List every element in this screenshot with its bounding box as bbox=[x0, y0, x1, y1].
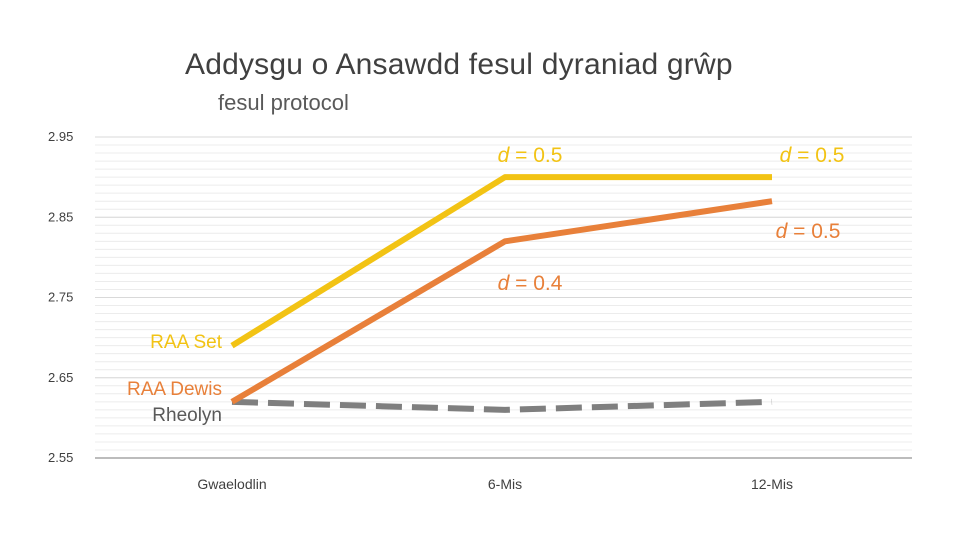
series-label-rheolyn: Rheolyn bbox=[152, 405, 222, 426]
series-lines bbox=[230, 174, 773, 413]
chart-title: Addysgu o Ansawdd fesul dyraniad grŵp bbox=[185, 48, 733, 81]
series-label-raa-dewis: RAA Dewis bbox=[127, 379, 222, 400]
axes: 2.95 2.85 2.75 2.65 2.55 Gwaelodlin 6-Mis 12-Mi… bbox=[48, 129, 912, 492]
y-tick-label: 2.55 bbox=[48, 450, 73, 465]
y-tick-label: 2.65 bbox=[48, 370, 73, 385]
x-tick-label: 6-Mis bbox=[488, 476, 522, 492]
series-line-raa-dewis bbox=[230, 198, 773, 405]
effect-size-annotation: d = 0.4 bbox=[498, 272, 563, 295]
series-line-rheolyn bbox=[231, 398, 773, 413]
effect-size-annotation: d = 0.5 bbox=[776, 220, 841, 243]
effect-size-annotation: d = 0.5 bbox=[498, 144, 563, 167]
series-label-raa-set: RAA Set bbox=[150, 332, 223, 353]
chart-subtitle: fesul protocol bbox=[218, 90, 349, 115]
series-line-raa-set bbox=[230, 174, 772, 349]
chart-labels: RAA Set RAA Dewis Rheolyn d = 0.5 d = 0.5 d =… bbox=[127, 144, 844, 426]
x-tick-label: 12-Mis bbox=[751, 476, 793, 492]
x-tick-label: Gwaelodlin bbox=[197, 476, 266, 492]
y-tick-label: 2.95 bbox=[48, 129, 73, 144]
y-tick-label: 2.75 bbox=[48, 290, 73, 305]
effect-size-annotation: d = 0.5 bbox=[780, 144, 845, 167]
y-tick-label: 2.85 bbox=[48, 209, 73, 224]
